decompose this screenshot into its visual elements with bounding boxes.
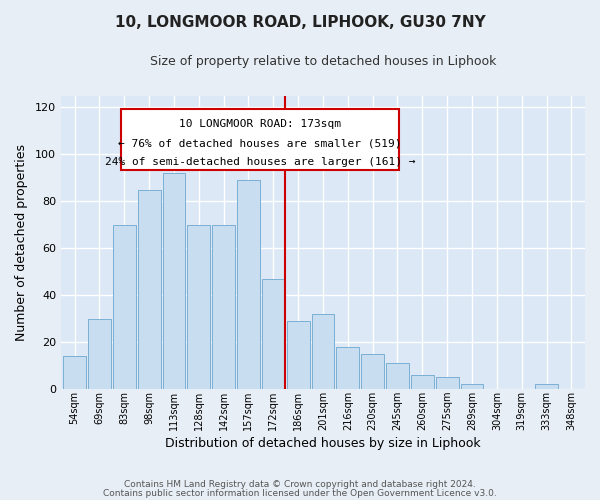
Bar [386, 364, 409, 389]
Text: ← 76% of detached houses are smaller (519): ← 76% of detached houses are smaller (51… [118, 138, 402, 148]
Bar [63, 356, 86, 389]
Title: Size of property relative to detached houses in Liphook: Size of property relative to detached ho… [150, 55, 496, 68]
Bar [137, 190, 161, 389]
Bar [163, 173, 185, 389]
Bar [361, 354, 384, 389]
Text: 10 LONGMOOR ROAD: 173sqm: 10 LONGMOOR ROAD: 173sqm [179, 119, 341, 129]
Bar [187, 224, 210, 389]
Text: 10, LONGMOOR ROAD, LIPHOOK, GU30 7NY: 10, LONGMOOR ROAD, LIPHOOK, GU30 7NY [115, 15, 485, 30]
Bar [113, 224, 136, 389]
Bar [461, 384, 484, 389]
Bar [287, 321, 310, 389]
Bar [88, 318, 111, 389]
Text: Contains public sector information licensed under the Open Government Licence v3: Contains public sector information licen… [103, 488, 497, 498]
Bar [337, 347, 359, 389]
Bar [262, 279, 285, 389]
X-axis label: Distribution of detached houses by size in Liphook: Distribution of detached houses by size … [165, 437, 481, 450]
Text: Contains HM Land Registry data © Crown copyright and database right 2024.: Contains HM Land Registry data © Crown c… [124, 480, 476, 489]
Bar [411, 375, 434, 389]
Bar [311, 314, 334, 389]
Bar [212, 224, 235, 389]
FancyBboxPatch shape [121, 109, 399, 170]
Text: 24% of semi-detached houses are larger (161) →: 24% of semi-detached houses are larger (… [105, 157, 415, 167]
Bar [535, 384, 558, 389]
Bar [436, 378, 458, 389]
Bar [237, 180, 260, 389]
Y-axis label: Number of detached properties: Number of detached properties [15, 144, 28, 341]
